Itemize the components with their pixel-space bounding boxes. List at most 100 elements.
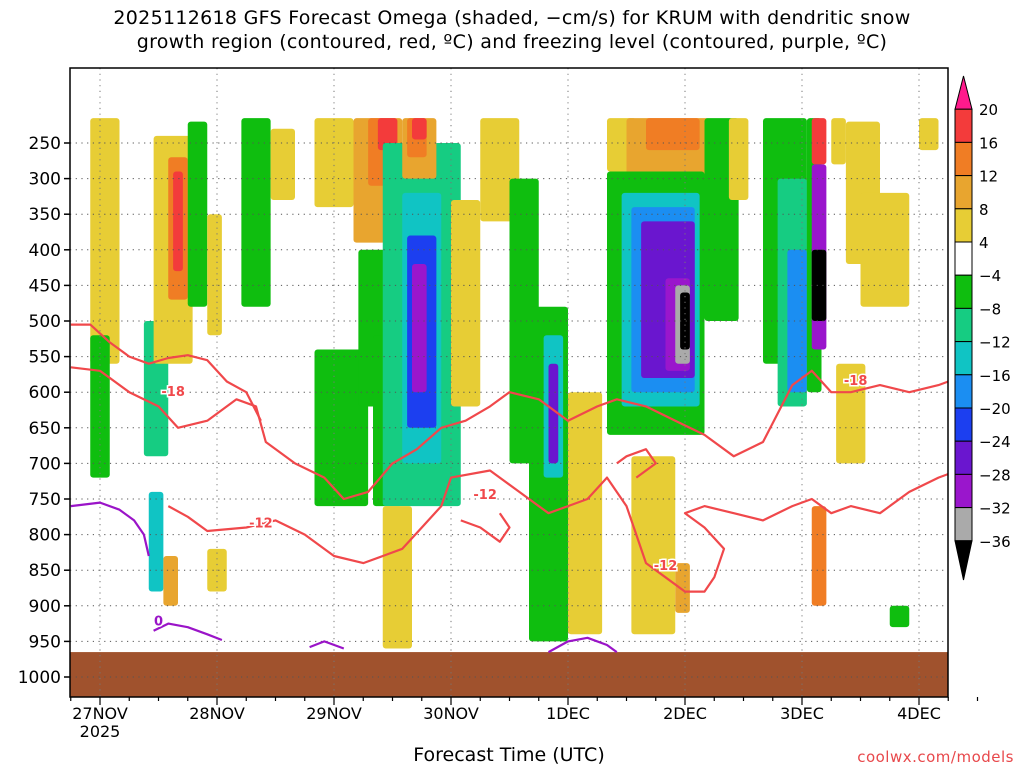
dgz-contour-label: -18 [161,385,185,400]
y-tick-label: 600 [29,383,61,403]
y-tick-label: 400 [29,241,61,261]
colorbar-swatch [954,440,973,475]
terrain-fill [70,652,948,697]
omega-cell [382,506,412,649]
x-tick-label: 1DEC [546,704,590,723]
colorbar-label: −24 [979,433,1011,451]
y-axis: 250 300 350 400 450 500 550 600 650 700 750 800 850 9… [18,134,70,688]
contour-layer: -18 -18 -12 -12 -12 0 [70,323,948,654]
colorbar-label: 20 [979,101,998,119]
y-tick-label: 300 [29,170,61,190]
x-tick-label: 27NOV [72,704,128,723]
y-tick-label: 750 [29,490,61,510]
y-tick-label: 500 [29,312,61,332]
omega-cell [412,118,427,140]
terrain-layer [70,652,948,697]
colorbar: 20 16 12 8 4 −4 −8 −12 −16 −20 −24 −28 −32 −36 [954,75,1011,581]
x-tick-label: 4DEC [897,704,941,723]
y-tick-label: 650 [29,419,61,439]
colorbar-swatch [954,208,973,243]
x-tick-label: 3DEC [780,704,824,723]
omega-cell [90,118,120,364]
dgz-contour [460,512,511,543]
dgz-contour-label: -18 [844,374,868,389]
omega-cell [270,128,295,200]
omega-cell [241,118,271,307]
chart-title: 2025112618 GFS Forecast Omega (shaded, −… [0,6,1024,54]
credit-text: coolwx.com/models [857,748,1014,766]
x-tick-label: 30NOV [423,704,479,723]
colorbar-swatch [954,407,973,442]
omega-cell [163,555,178,606]
colorbar-label: −28 [979,466,1011,484]
y-tick-label: 450 [29,276,61,296]
y-tick-label: 950 [29,632,61,652]
omega-cell [548,363,559,464]
title-line-2: growth region (contoured, red, ºC) and f… [136,31,888,53]
y-tick-label: 700 [29,454,61,474]
x-tick-label: 29NOV [306,704,362,723]
colorbar-swatch [954,175,973,210]
freezing-contour [153,622,223,642]
colorbar-swatch [954,241,973,276]
colorbar-label: 16 [979,134,998,152]
colorbar-label: −16 [979,367,1011,385]
dgz-contour [70,323,262,422]
omega-cell [631,456,676,635]
omega-cell [148,491,164,592]
omega-cell [207,214,222,336]
dgz-contour-label: -12 [249,516,273,531]
omega-cell [646,118,700,151]
omega-cell [889,605,910,628]
omega-cell [919,118,939,151]
omega-cell [451,199,481,407]
colorbar-swatch [954,374,973,409]
colorbar-swatch [954,341,973,376]
freezing-contour [70,501,150,557]
omega-cell [187,121,208,307]
colorbar-label: −32 [979,500,1011,518]
omega-cell [811,506,827,606]
dgz-contour-label: -12 [473,488,497,503]
omega-cell [860,192,910,307]
colorbar-swatch [954,507,973,542]
dgz-contour [167,469,948,593]
y-tick-label: 1000 [18,668,61,688]
colorbar-swatch [954,473,973,509]
omega-cell [811,118,827,165]
x-tick-label: 28NOV [189,704,245,723]
freezing-contour-label: 0 [154,615,163,630]
omega-cell [811,249,827,321]
dgz-contour-label: -12 [654,559,678,574]
colorbar-label: −4 [979,267,1001,285]
omega-cell [787,249,807,393]
omega-cell [568,392,603,635]
colorbar-swatch [954,274,973,309]
omega-cell [412,264,427,393]
y-tick-label: 850 [29,561,61,581]
dgz-contour [616,448,657,479]
colorbar-label: −8 [979,300,1001,318]
colorbar-label: −12 [979,334,1011,352]
omega-cell [377,118,398,151]
omega-cell [836,363,866,464]
omega-cell [680,292,690,350]
colorbar-label: −20 [979,400,1011,418]
y-tick-label: 550 [29,348,61,368]
colorbar-swatch [954,108,973,143]
x-tick-sublabel: 2025 [80,722,121,741]
omega-cell [831,118,846,165]
x-tick-label: 2DEC [663,704,707,723]
colorbar-top-arrow [954,75,973,110]
freezing-contour [309,640,345,650]
colorbar-swatch [954,307,973,343]
omega-cell [728,118,749,200]
colorbar-bottom-arrow [954,540,973,581]
colorbar-label: 12 [979,168,998,186]
colorbar-label: 4 [979,234,989,252]
colorbar-label: 8 [979,201,989,219]
omega-cell [173,171,183,272]
y-tick-label: 900 [29,597,61,617]
